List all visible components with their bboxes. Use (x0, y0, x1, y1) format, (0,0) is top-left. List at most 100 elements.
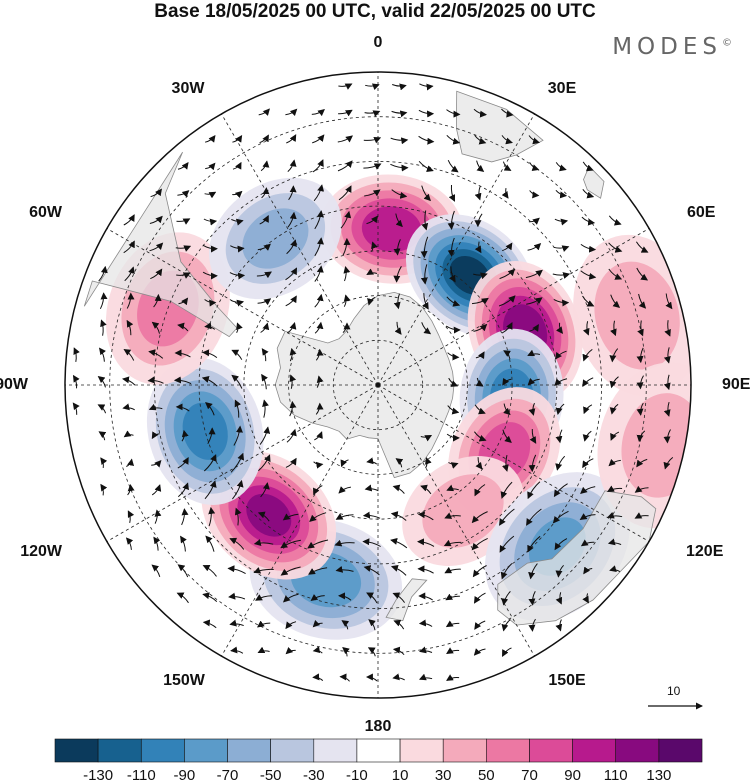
wind-arrow (97, 375, 106, 388)
meridian-line (106, 384, 379, 542)
wind-arrow (123, 240, 135, 254)
wind-arrow (608, 458, 621, 467)
wind-arrow (474, 241, 482, 254)
wind-arrow (528, 402, 536, 416)
colorbar-swatch (442, 738, 487, 763)
wind-arrow (555, 403, 565, 415)
wind-arrow (335, 513, 354, 520)
wind-arrow (202, 619, 217, 629)
wind-arrow (663, 457, 674, 470)
wind-arrow (307, 539, 329, 549)
wind-arrow (608, 268, 623, 280)
colorbar-swatch (529, 738, 573, 763)
wind-vectors (72, 83, 674, 682)
wind-arrow (473, 431, 487, 442)
wind-arrow (98, 265, 108, 282)
wind-arrow (229, 272, 246, 280)
wind-arrow (205, 535, 215, 552)
wind-arrow (526, 508, 542, 526)
wind-arrow (176, 592, 189, 604)
colorbar-swatch (141, 738, 185, 763)
wind-arrow (502, 454, 509, 472)
wind-arrow (256, 271, 272, 279)
wind-arrow (393, 293, 401, 310)
wind-arrow (232, 134, 243, 143)
wind-arrow (314, 265, 324, 282)
wind-arrow (122, 403, 135, 411)
wind-arrow (529, 324, 539, 332)
wind-arrow (173, 376, 192, 385)
wind-arrow (338, 109, 353, 117)
wind-arrow (177, 322, 189, 332)
modes-logo-text: MODES (612, 34, 722, 60)
wind-arrow (72, 402, 80, 415)
wind-arrow (150, 188, 162, 198)
wind-arrow (231, 374, 243, 389)
lon-label-150w: 150W (163, 672, 205, 689)
wind-arrow (554, 218, 569, 226)
wind-arrow (474, 484, 486, 497)
wind-arrow (365, 673, 378, 682)
meridian-line (377, 384, 650, 542)
wind-arrow (362, 538, 381, 547)
wind-arrow (309, 512, 327, 522)
wind-arrow (636, 402, 644, 416)
map-border (64, 71, 692, 699)
wind-arrow (417, 538, 435, 547)
wind-arrow (230, 452, 245, 473)
wind-arrow (580, 243, 597, 253)
wind-arrow (418, 673, 433, 681)
wind-arrow (608, 242, 623, 253)
wind-arrow (342, 646, 350, 657)
modes-logo: MODES© (612, 34, 732, 60)
wind-arrow (421, 210, 429, 231)
wind-arrow (73, 347, 80, 362)
wind-arrow (257, 243, 271, 251)
wind-arrow (392, 592, 406, 603)
colorbar-swatch (270, 738, 315, 763)
wind-arrow (447, 405, 460, 415)
wind-arrow (370, 241, 378, 252)
wind-arrow (421, 322, 432, 335)
wind-arrow (475, 351, 485, 360)
wind-arrow (285, 621, 297, 630)
wind-arrow (231, 349, 243, 360)
wind-arrow (287, 159, 297, 172)
wind-arrow (151, 431, 160, 440)
wind-arrow (204, 322, 216, 330)
wind-arrow (285, 295, 297, 307)
wind-arrow (582, 348, 593, 362)
wind-arrow (395, 213, 403, 228)
wind-arrow (502, 242, 513, 252)
wind-arrow (448, 184, 456, 202)
colorbar-swatch (615, 738, 660, 763)
wind-arrow (233, 425, 243, 446)
wind-arrow (634, 485, 649, 493)
wind-arrow (527, 349, 541, 357)
wind-arrow (177, 190, 190, 198)
new-zealand-landmass (385, 578, 428, 622)
wind-arrow (258, 108, 270, 116)
wind-arrow (448, 377, 459, 387)
wind-arrow (392, 83, 407, 91)
wind-arrow (316, 375, 324, 388)
wind-arrow (287, 322, 297, 334)
wind-arrow (555, 189, 568, 199)
wind-arrow (100, 483, 108, 496)
wind-arrow (127, 510, 135, 524)
wind-arrow (315, 348, 324, 361)
wind-arrow (419, 646, 433, 654)
colorbar-swatch (658, 738, 703, 763)
wind-arrow (529, 428, 537, 444)
wind-arrow (261, 348, 269, 362)
colorbar-swatch (54, 738, 99, 763)
colorbar-tick-label: 30 (435, 767, 452, 783)
wind-arrow (148, 349, 164, 359)
wind-arrow (314, 237, 324, 257)
wind-arrow (285, 267, 297, 281)
wind-arrow (500, 481, 513, 499)
wind-arrow (205, 162, 216, 171)
wind-arrow (230, 299, 245, 307)
wind-arrow (425, 457, 432, 469)
wind-arrow (525, 269, 543, 279)
